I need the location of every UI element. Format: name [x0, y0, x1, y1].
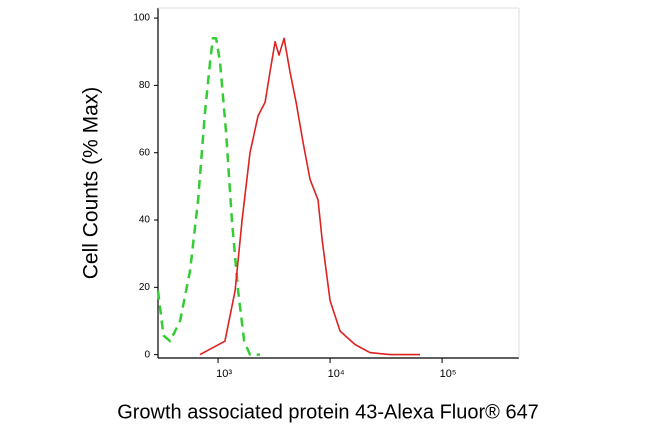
y-axis-label: Cell Counts (% Max) — [80, 87, 103, 280]
x-tick-label: 10⁴ — [328, 368, 345, 380]
y-tick-label: 60 — [139, 147, 151, 158]
series-line — [199, 37, 420, 356]
series-line — [156, 37, 260, 356]
y-tick-label: 20 — [139, 282, 151, 293]
y-tick-label: 80 — [139, 80, 151, 91]
y-tick-label: 0 — [144, 349, 150, 360]
y-tick-label: 40 — [139, 215, 151, 226]
x-tick-label: 10⁵ — [440, 368, 457, 380]
y-tick-label: 100 — [133, 13, 150, 24]
x-tick-label: 10³ — [216, 368, 232, 380]
x-axis-label: Growth associated protein 43-Alexa Fluor… — [117, 401, 539, 423]
